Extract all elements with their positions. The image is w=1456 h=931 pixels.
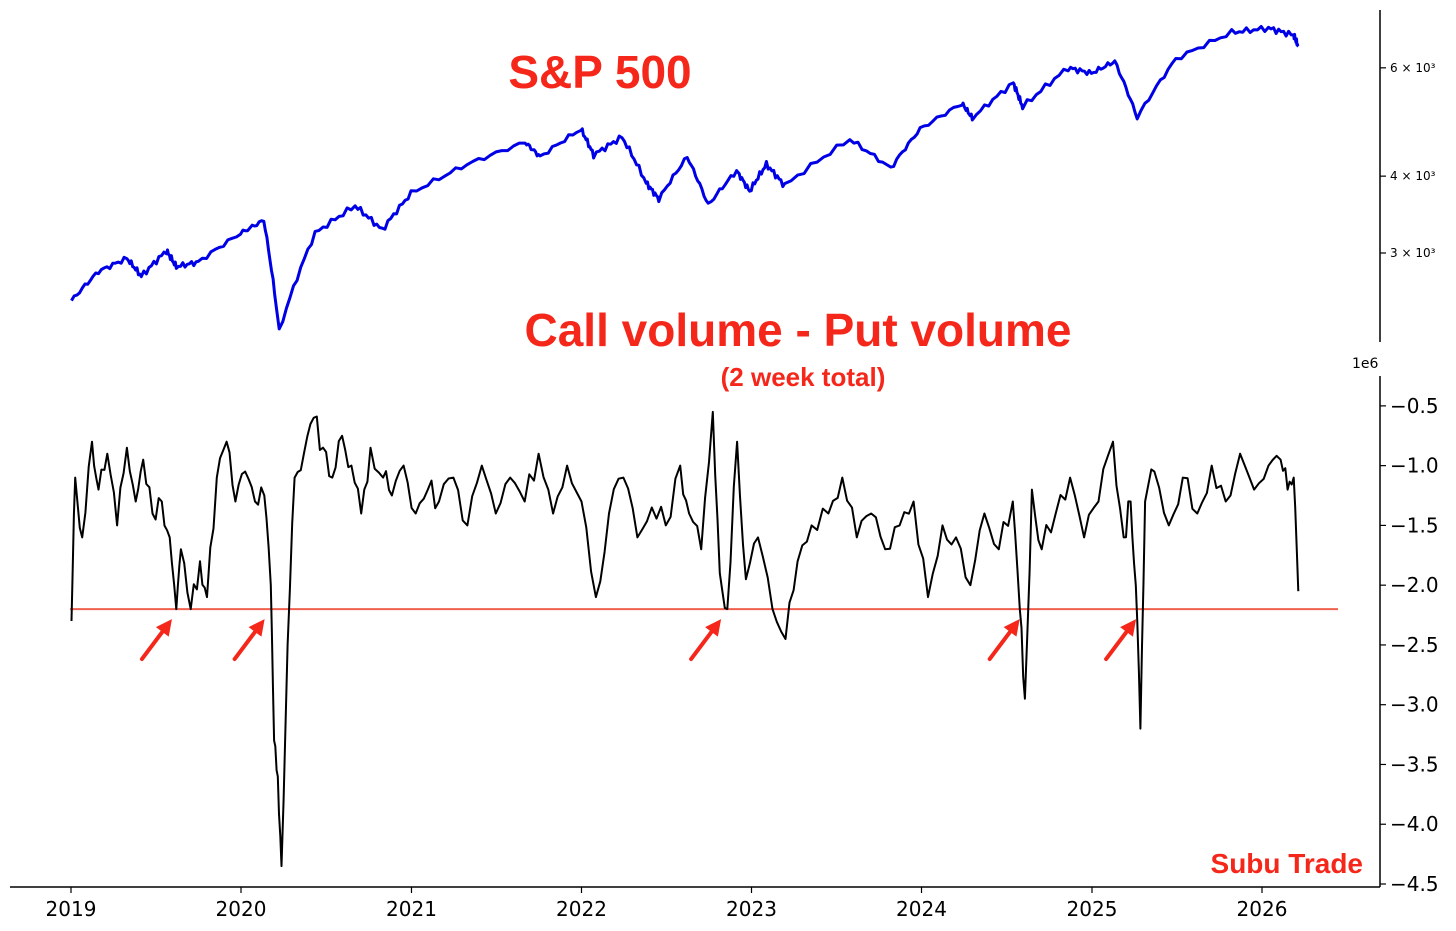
bottom-ytick-label-0: −0.5	[1390, 394, 1439, 418]
xtick-label-3: 2022	[556, 897, 607, 921]
xtick-label-0: 2019	[46, 897, 97, 921]
bottom-ytick-label-5: −3.0	[1390, 693, 1439, 717]
arrow-2	[689, 619, 722, 662]
sp500-title: S&P 500	[508, 46, 691, 98]
bottom-ytick-label-4: −2.5	[1390, 633, 1439, 657]
x-ticks: 2019 2020 2021 2022 2023 2024 2025 2026	[46, 887, 1288, 921]
bottom-ytick-label-3: −2.0	[1390, 573, 1439, 597]
bottom-ytick-label-1: −1.0	[1390, 454, 1439, 478]
xtick-label-6: 2025	[1067, 897, 1118, 921]
brand-watermark: Subu Trade	[1211, 848, 1363, 879]
xtick-label-5: 2024	[896, 897, 947, 921]
volume-title: Call volume - Put volume	[525, 304, 1072, 356]
sp500-line	[70, 25, 1300, 331]
top-y-ticks: 6 × 10³ 4 × 10³ 3 × 10³	[1380, 61, 1436, 260]
top-ytick-label-1: 4 × 10³	[1390, 169, 1436, 183]
bottom-ytick-label-8: −4.5	[1390, 872, 1439, 896]
arrow-group	[139, 619, 1137, 662]
xtick-label-7: 2026	[1237, 897, 1288, 921]
xtick-label-2: 2021	[386, 897, 437, 921]
bottom-ytick-label-7: −4.0	[1390, 812, 1439, 836]
volume-subtitle: (2 week total)	[721, 362, 886, 392]
bottom-y-ticks: −0.5 −1.0 −1.5 −2.0 −2.5 −3.0 −3.5 −4.0 −4.5	[1380, 394, 1439, 896]
bottom-ytick-label-6: −3.5	[1390, 752, 1439, 776]
top-ytick-label-0: 6 × 10³	[1390, 61, 1436, 75]
bottom-ytick-label-2: −1.5	[1390, 513, 1439, 537]
series-lines	[70, 25, 1300, 868]
arrow-3	[987, 619, 1020, 662]
arrow-0	[139, 619, 172, 662]
xtick-label-1: 2020	[216, 897, 267, 921]
top-ytick-label-2: 3 × 10³	[1390, 246, 1436, 260]
xtick-label-4: 2023	[726, 897, 777, 921]
arrow-4	[1104, 619, 1137, 662]
y-offset-label: 1e6	[1352, 356, 1379, 372]
call-put-line	[70, 410, 1300, 868]
arrow-1	[232, 619, 265, 662]
